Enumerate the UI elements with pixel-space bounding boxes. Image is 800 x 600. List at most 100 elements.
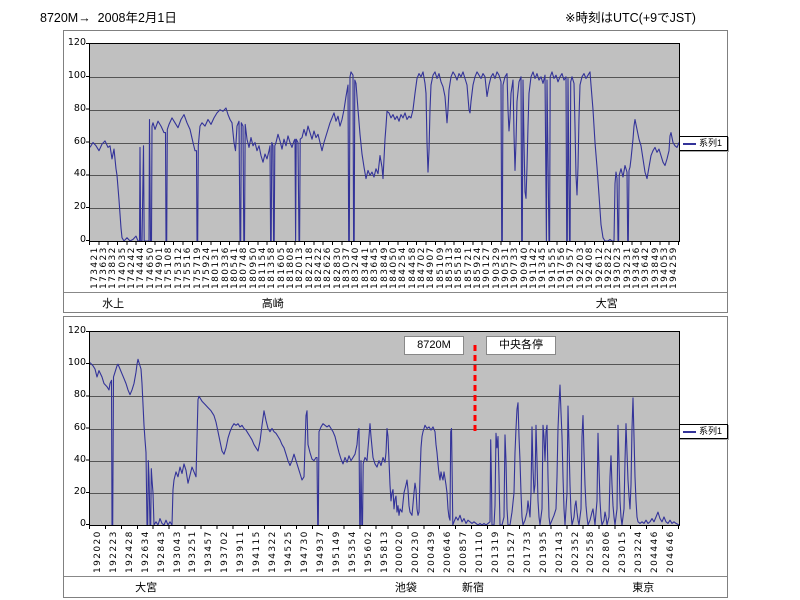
chart-canvas	[90, 71, 679, 241]
y-tick-marks	[86, 43, 89, 242]
x-tick-label: 201935	[538, 530, 549, 573]
station-label: 東京	[632, 582, 655, 594]
axis-separator-line	[64, 576, 727, 577]
plot-area: 8720M 中央各停	[89, 331, 680, 526]
y-tick-label: 40	[73, 168, 86, 180]
x-tick-label: 201110	[475, 530, 485, 573]
x-tick-label: 195354	[347, 530, 358, 573]
x-tick-label: 193023	[613, 246, 624, 289]
x-tick-label: 195149	[331, 530, 342, 573]
x-tick-label: 193043	[172, 530, 183, 573]
top-chart: 0 20 40 60 80 100 120 173421 173623 173832 174035…	[63, 30, 728, 313]
station-label: 大宮	[595, 298, 618, 310]
y-tick-label: 80	[73, 102, 86, 114]
y-tick-label: 100	[67, 357, 86, 369]
annotation-transfer-train: 中央各停	[486, 336, 556, 355]
x-tick-label: 194937	[315, 530, 326, 573]
x-tick-label: 180748	[239, 246, 250, 289]
axis-separator-line	[64, 292, 727, 293]
x-tick-label: 200857	[459, 530, 470, 573]
x-tick-label: 192843	[156, 530, 167, 573]
x-tick-label: 193911	[236, 530, 247, 573]
station-label: 新宿	[462, 582, 485, 594]
y-axis-labels: 0 20 40 60 80 100 120	[64, 31, 86, 312]
y-tick-marks	[86, 331, 89, 526]
legend: 系列1	[679, 424, 728, 439]
y-tick-label: 100	[67, 69, 86, 81]
x-tick-label: 193251	[188, 530, 199, 573]
x-tick-label: 190127	[482, 246, 493, 289]
annotation-train-number: 8720M	[404, 336, 464, 355]
x-tick-label: 192634	[140, 530, 151, 573]
x-tick-label: 193457	[204, 530, 215, 573]
station-label: 高崎	[261, 298, 284, 310]
x-tick-label: 192223	[108, 530, 119, 573]
x-tick-label: 202352	[570, 530, 581, 573]
station-label: 水上	[102, 298, 125, 310]
series-line	[90, 71, 679, 241]
series-line-sample	[683, 142, 696, 145]
x-tick-label: 185518	[454, 246, 465, 289]
x-tick-label: 194259	[669, 246, 680, 289]
y-tick-label: 80	[73, 389, 86, 401]
x-tick-label: 195602	[363, 530, 374, 573]
x-tick-label: 200439	[427, 530, 438, 573]
x-tick-label: 193642	[641, 246, 652, 289]
header-timezone-note: ※時刻はUTC(+9でJST)	[565, 11, 696, 25]
x-tick-label: 184907	[426, 246, 437, 289]
y-tick-label: 20	[73, 201, 86, 213]
plot-area	[89, 43, 680, 242]
y-axis-labels: 0 20 40 60 80 100 120	[64, 317, 86, 597]
x-tick-label: 201527	[506, 530, 517, 573]
x-tick-label: 182013	[295, 246, 306, 289]
legend: 系列1	[679, 136, 728, 151]
x-tick-label: 184254	[398, 246, 409, 289]
x-tick-label: 203015	[618, 530, 629, 573]
series-line	[90, 358, 679, 525]
x-tick-label: 202558	[586, 530, 597, 573]
series-line-sample	[683, 430, 696, 433]
y-tick-label: 120	[67, 325, 86, 336]
x-tick-label: 201733	[522, 530, 533, 573]
legend-label: 系列1	[699, 138, 723, 148]
y-tick-label: 60	[73, 421, 86, 433]
x-tick-label: 192428	[124, 530, 135, 573]
y-tick-label: 40	[73, 453, 86, 465]
x-tick-label: 204446	[650, 530, 661, 573]
x-tick-label: 192408	[585, 246, 596, 289]
y-tick-label: 0	[79, 518, 86, 529]
x-tick-label: 181358	[267, 246, 278, 289]
y-tick-label: 20	[73, 485, 86, 497]
x-tick-label: 173832	[108, 246, 119, 289]
legend-label: 系列1	[699, 426, 723, 436]
x-tick-label: 204646	[666, 530, 677, 573]
x-tick-marks	[89, 242, 680, 245]
x-tick-label: 202806	[602, 530, 613, 573]
x-tick-label: 203224	[634, 530, 645, 573]
bottom-chart: 8720M 中央各停 0 20 40 60 80 100 120 192020 192223 1…	[63, 316, 728, 598]
x-tick-label: 201319	[490, 530, 501, 573]
x-tick-label: 192020	[92, 530, 103, 573]
station-label: 大宮	[135, 582, 158, 594]
y-tick-label: 0	[79, 234, 86, 245]
station-label: 池袋	[394, 582, 417, 594]
chart-canvas	[90, 345, 679, 525]
x-tick-label: 194730	[299, 530, 310, 573]
x-tick-label: 202143	[554, 530, 565, 573]
x-tick-label: 193702	[220, 530, 231, 573]
x-tick-label: 195813	[379, 530, 390, 573]
header-train-date: 8720M→ 2008年2月1日	[40, 11, 177, 25]
x-tick-label: 200646	[443, 530, 454, 573]
x-tick-label: 183645	[370, 246, 381, 289]
x-tick-label: 175516	[183, 246, 194, 289]
x-tick-marks	[89, 526, 680, 529]
x-tick-label: 194525	[283, 530, 294, 573]
x-tick-label: 194322	[268, 530, 279, 573]
x-tick-label: 200020	[395, 530, 406, 573]
x-tick-label: 180131	[211, 246, 222, 289]
y-tick-label: 60	[73, 135, 86, 147]
x-tick-label: 194115	[252, 530, 263, 573]
y-tick-label: 120	[67, 37, 86, 48]
x-tick-label: 200230	[411, 530, 422, 573]
